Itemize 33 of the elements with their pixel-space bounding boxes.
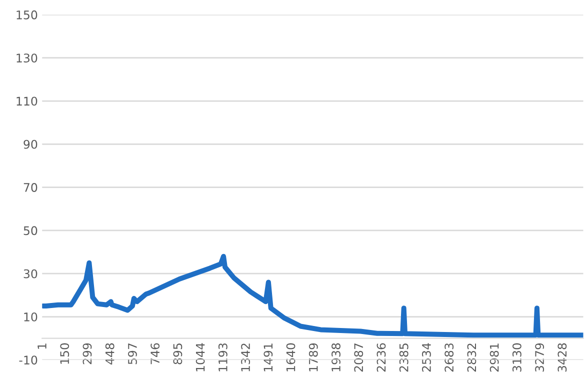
x-tick-label: 150 xyxy=(60,343,70,364)
x-tick-label: 1640 xyxy=(286,343,296,372)
x-tick-label: 3130 xyxy=(512,343,522,372)
x-tick-label: 746 xyxy=(150,343,160,364)
x-tick-label: 1193 xyxy=(218,343,228,372)
x-tick-label: 895 xyxy=(173,344,182,364)
x-tick-label: 299 xyxy=(82,343,92,364)
x-tick-label: 1789 xyxy=(308,343,318,372)
x-tick-label: 1491 xyxy=(264,344,273,372)
x-tick-label: 597 xyxy=(128,344,137,364)
x-tick-label: 448 xyxy=(105,343,114,364)
x-tick-label: 1938 xyxy=(332,343,340,372)
y-tick-label: 50 xyxy=(24,226,38,236)
y-tick-label: 10 xyxy=(24,312,38,322)
y-tick-label: 70 xyxy=(24,183,38,192)
y-tick-label: 30 xyxy=(24,269,38,278)
x-tick-label: 2683 xyxy=(444,343,454,372)
x-tick-label: 3428 xyxy=(558,343,567,372)
y-tick-label: 130 xyxy=(16,54,38,63)
x-tick-label: 2981 xyxy=(490,344,499,372)
x-tick-label: 2534 xyxy=(422,343,431,372)
y-tick-label: 150 xyxy=(16,10,38,20)
x-tick-label: 1044 xyxy=(196,343,205,372)
y-tick-label: -10 xyxy=(19,356,38,365)
x-tick-label: 2087 xyxy=(354,344,364,372)
y-tick-label: 110 xyxy=(16,96,38,106)
x-tick-label: 1342 xyxy=(241,344,250,372)
x-tick-label: 1 xyxy=(38,344,46,349)
x-tick-label: 2236 xyxy=(376,343,386,372)
x-tick-label: 2832 xyxy=(467,344,476,372)
y-tick-label: 90 xyxy=(24,140,38,149)
x-tick-label: 3279 xyxy=(535,343,544,372)
x-tick-label: 2385 xyxy=(399,344,408,372)
